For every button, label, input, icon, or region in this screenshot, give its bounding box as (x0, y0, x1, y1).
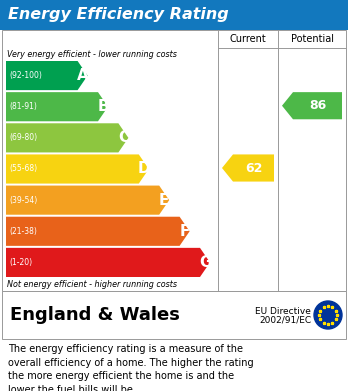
Text: B: B (97, 99, 109, 114)
Circle shape (314, 301, 342, 329)
Polygon shape (6, 248, 210, 277)
Polygon shape (222, 154, 274, 181)
Text: F: F (180, 224, 190, 239)
Bar (2, 30, 346, 291)
Text: (69-80): (69-80) (9, 133, 37, 142)
Text: 86: 86 (309, 99, 326, 112)
Bar (2, 291, 346, 339)
Text: (21-38): (21-38) (9, 227, 37, 236)
Bar (0, 0, 348, 30)
Text: England & Wales: England & Wales (10, 306, 180, 324)
Text: The energy efficiency rating is a measure of the
overall efficiency of a home. T: The energy efficiency rating is a measur… (8, 344, 254, 391)
Polygon shape (6, 154, 149, 183)
Text: 2002/91/EC: 2002/91/EC (259, 316, 311, 325)
Text: (92-100): (92-100) (9, 71, 42, 80)
Text: Not energy efficient - higher running costs: Not energy efficient - higher running co… (7, 280, 177, 289)
Text: E: E (159, 193, 169, 208)
Text: (81-91): (81-91) (9, 102, 37, 111)
Text: EU Directive: EU Directive (255, 307, 311, 316)
Text: 62: 62 (245, 161, 262, 174)
Polygon shape (282, 92, 342, 119)
Polygon shape (6, 61, 88, 90)
Polygon shape (6, 123, 128, 152)
Polygon shape (6, 92, 108, 121)
Text: (1-20): (1-20) (9, 258, 32, 267)
Text: G: G (199, 255, 211, 270)
Text: (39-54): (39-54) (9, 196, 37, 204)
Polygon shape (6, 217, 190, 246)
Text: Energy Efficiency Rating: Energy Efficiency Rating (8, 7, 229, 23)
Polygon shape (6, 186, 169, 215)
Text: Potential: Potential (291, 34, 333, 44)
Text: Very energy efficient - lower running costs: Very energy efficient - lower running co… (7, 50, 177, 59)
Text: A: A (77, 68, 88, 83)
Text: Current: Current (230, 34, 266, 44)
Text: C: C (118, 130, 129, 145)
Text: (55-68): (55-68) (9, 165, 37, 174)
Text: D: D (137, 161, 150, 176)
